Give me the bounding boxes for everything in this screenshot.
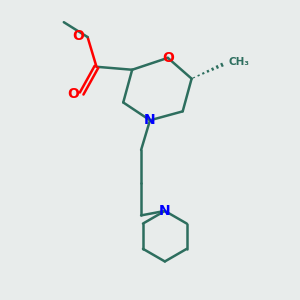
Text: N: N bbox=[159, 204, 171, 218]
Text: O: O bbox=[67, 86, 79, 100]
Text: CH₃: CH₃ bbox=[229, 57, 250, 67]
Text: N: N bbox=[144, 113, 156, 127]
Text: O: O bbox=[162, 51, 174, 65]
Text: O: O bbox=[73, 28, 85, 43]
